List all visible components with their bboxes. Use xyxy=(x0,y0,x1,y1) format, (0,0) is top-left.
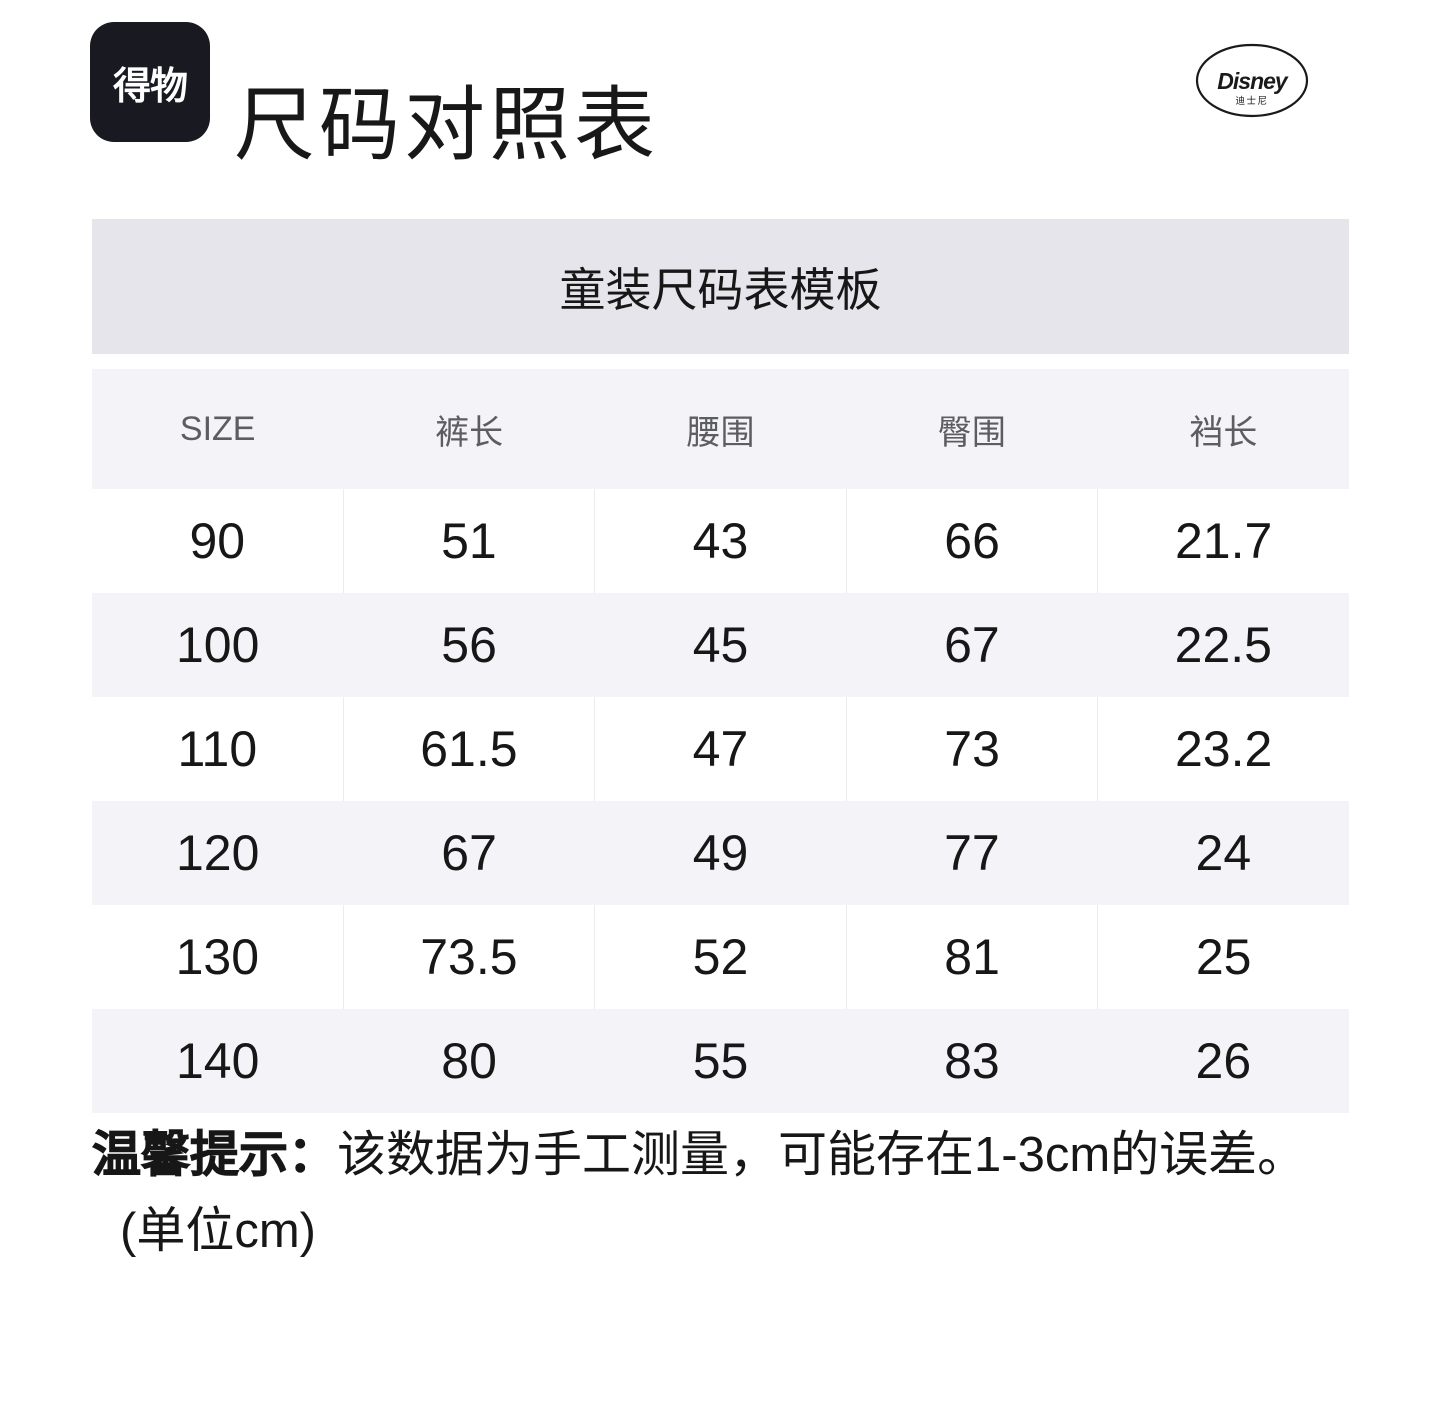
svg-text:迪士尼: 迪士尼 xyxy=(1235,95,1268,107)
svg-text:Disney: Disney xyxy=(1217,68,1289,94)
